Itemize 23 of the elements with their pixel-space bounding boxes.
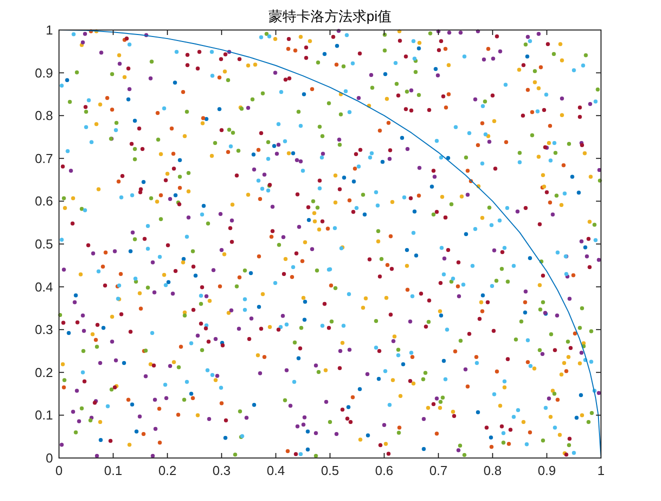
x-tick-label: 1 xyxy=(597,463,605,478)
y-tick-label: 0.1 xyxy=(34,408,53,423)
x-tick-label: 0.2 xyxy=(158,463,176,478)
x-tick-label: 0.3 xyxy=(212,463,231,478)
y-tick-label: 0.4 xyxy=(34,279,53,294)
y-tick-label: 0 xyxy=(46,450,53,466)
y-tick-label: 0.7 xyxy=(34,150,53,166)
y-tick-label: 1 xyxy=(46,22,53,38)
x-tick-label: 0.1 xyxy=(104,463,122,478)
x-tick-label: 0.5 xyxy=(320,463,340,478)
x-tick-label: 0.8 xyxy=(484,463,502,478)
x-tick-label: 0.7 xyxy=(429,463,448,478)
x-tick-label: 0 xyxy=(55,463,63,478)
y-tick-label: 0.5 xyxy=(34,236,53,252)
y-tick-label: 0.2 xyxy=(34,364,53,380)
x-tick-label: 0.9 xyxy=(538,463,556,478)
chart-title: 蒙特卡洛方法求pi值 xyxy=(268,8,392,24)
y-tick-label: 0.8 xyxy=(34,108,53,124)
y-tick-label: 0.9 xyxy=(34,65,53,80)
x-tick-label: 0.6 xyxy=(375,463,394,478)
y-tick-label: 0.3 xyxy=(34,322,53,338)
y-tick-label: 0.6 xyxy=(34,194,53,209)
x-tick-label: 0.4 xyxy=(266,463,285,478)
